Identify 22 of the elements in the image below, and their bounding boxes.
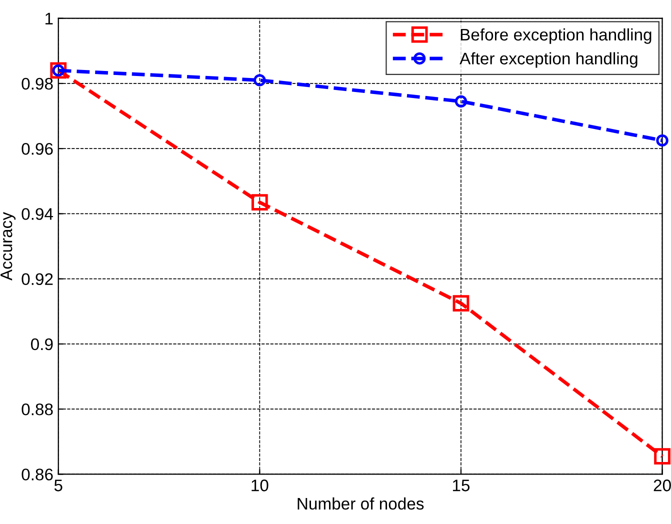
- point: [454, 95, 468, 108]
- x-tick-label: 10: [252, 480, 268, 492]
- x-tick-label: 20: [654, 480, 671, 492]
- point: [654, 448, 670, 465]
- point: [254, 74, 266, 86]
- point: [251, 194, 268, 211]
- y-tick-label: 0.86: [22, 468, 53, 480]
- y-tick-label: 0.9: [31, 338, 53, 350]
- point: [452, 295, 470, 312]
- point: [656, 134, 668, 147]
- y-axis-title: Accuracy: [0, 212, 16, 281]
- y-tick-label: 0.94: [22, 208, 54, 220]
- x-tick-label: 15: [452, 480, 470, 492]
- y-tick-label: 1: [46, 12, 53, 24]
- y-tick-label: 0.96: [22, 142, 53, 155]
- y-tick-label: 0.92: [22, 273, 53, 286]
- y-tick-label: 0.88: [22, 403, 53, 416]
- x-axis-title: Number of nodes: [298, 497, 424, 510]
- legend-label: After exception handling: [460, 52, 638, 68]
- y-tick-label: 0.98: [22, 78, 53, 90]
- x-tick-label: 5: [54, 480, 62, 492]
- legend-label: Before exception handling: [460, 28, 652, 44]
